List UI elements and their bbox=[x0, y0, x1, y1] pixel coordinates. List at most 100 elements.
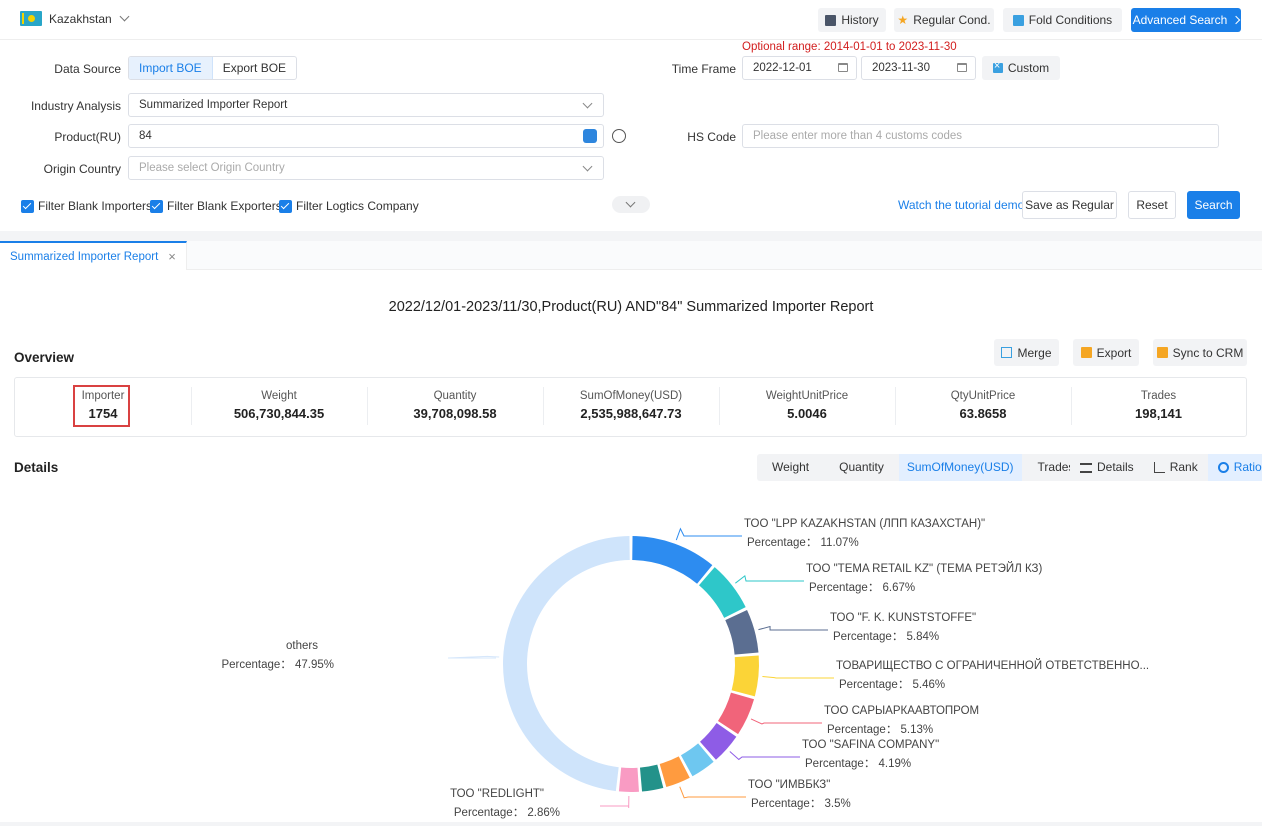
pie-slice[interactable] bbox=[618, 767, 639, 792]
slice-percentage-label: Percentage： 5.46% bbox=[839, 679, 945, 691]
overview-panel: Importer 1754 Weight 506,730,844.35 Quan… bbox=[14, 377, 1247, 437]
metric-value: 2,535,988,647.73 bbox=[580, 406, 682, 421]
label-leader-line bbox=[735, 574, 804, 584]
date-from-input[interactable]: 2022-12-01 bbox=[742, 56, 857, 80]
metric-value: 5.0046 bbox=[787, 406, 827, 421]
pie-slice[interactable] bbox=[680, 743, 714, 777]
calendar-icon bbox=[838, 63, 848, 72]
chevron-down-icon bbox=[119, 11, 130, 22]
export-label: Export bbox=[1096, 345, 1132, 360]
metric-value: 198,141 bbox=[1135, 406, 1182, 421]
bar-chart-icon bbox=[1153, 462, 1165, 473]
pie-slice[interactable] bbox=[700, 723, 737, 760]
metric-tab-sum-of-money[interactable]: SumOfMoney(USD) bbox=[898, 454, 1022, 481]
product-input[interactable]: 84 bbox=[128, 124, 604, 148]
product-value: 84 bbox=[139, 130, 152, 142]
pie-slice[interactable] bbox=[659, 756, 690, 788]
fold-icon bbox=[1012, 14, 1024, 26]
origin-country-select[interactable]: Please select Origin Country bbox=[128, 156, 604, 180]
label-leader-line bbox=[679, 786, 746, 799]
close-icon[interactable]: × bbox=[168, 249, 176, 264]
label-leader-line bbox=[729, 751, 800, 761]
view-tab-group: Details Rank Ratio bbox=[1070, 454, 1262, 481]
metric-weight: Weight 506,730,844.35 bbox=[191, 378, 367, 436]
regular-cond-button[interactable]: ★ Regular Cond. bbox=[894, 8, 994, 32]
metric-trades: Trades 198,141 bbox=[1071, 378, 1246, 436]
slice-percentage-label: Percentage： 11.07% bbox=[747, 537, 859, 549]
history-icon bbox=[825, 14, 837, 26]
save-as-regular-button[interactable]: Save as Regular bbox=[1022, 191, 1117, 219]
metric-tab-group: Weight Quantity SumOfMoney(USD) Trades bbox=[757, 454, 1091, 481]
view-tab-ratio[interactable]: Ratio bbox=[1207, 454, 1262, 481]
tutorial-link[interactable]: Watch the tutorial demo bbox=[898, 198, 1025, 212]
advanced-search-button[interactable]: Advanced Search bbox=[1131, 8, 1241, 32]
importer-highlight-box bbox=[73, 385, 130, 427]
history-label: History bbox=[841, 13, 879, 27]
metric-tab-trades[interactable]: Trades bbox=[1037, 460, 1075, 474]
export-button[interactable]: Export bbox=[1073, 339, 1139, 366]
section-divider bbox=[0, 231, 1262, 241]
industry-analysis-select[interactable]: Summarized Importer Report bbox=[128, 93, 604, 117]
reset-button[interactable]: Reset bbox=[1128, 191, 1176, 219]
date-from-value: 2022-12-01 bbox=[753, 62, 812, 74]
filter-blank-exporters-checkbox[interactable]: Filter Blank Exporters bbox=[150, 199, 282, 213]
pie-chart-icon bbox=[1217, 462, 1229, 473]
metric-label: Importer bbox=[81, 390, 125, 402]
metric-tab-weight[interactable]: Weight bbox=[772, 460, 810, 474]
pie-slice[interactable] bbox=[502, 536, 630, 792]
merge-button[interactable]: Merge bbox=[994, 339, 1059, 366]
slice-name-label: ТОО "TEMA RETAIL KZ" (ТЕМА РЕТЭЙЛ КЗ) bbox=[806, 562, 1042, 575]
checkbox-checked-icon bbox=[279, 199, 292, 213]
pie-slice[interactable] bbox=[699, 567, 746, 618]
advanced-search-label: Advanced Search bbox=[1132, 13, 1228, 27]
label-leader-line bbox=[758, 625, 828, 631]
custom-range-button[interactable]: Custom bbox=[982, 56, 1060, 80]
import-boe-option[interactable]: Import BOE bbox=[129, 57, 213, 79]
metric-qty-unit-price: QtyUnitPrice 63.8658 bbox=[895, 378, 1071, 436]
regular-cond-label: Regular Cond. bbox=[913, 13, 991, 27]
filter-logistics-company-checkbox[interactable]: Filter Logtics Company bbox=[279, 199, 419, 213]
chevron-down-icon bbox=[582, 98, 593, 109]
view-tab-label: Rank bbox=[1169, 460, 1198, 474]
country-label: Kazakhstan bbox=[49, 11, 112, 26]
export-boe-option[interactable]: Export BOE bbox=[222, 61, 287, 75]
tab-summarized-importer-report[interactable]: Summarized Importer Report × bbox=[0, 241, 187, 270]
view-tab-rank[interactable]: Rank bbox=[1144, 454, 1208, 481]
sync-icon bbox=[1156, 347, 1168, 358]
hs-code-input[interactable]: Please enter more than 4 customs codes bbox=[742, 124, 1219, 148]
metric-label: Weight bbox=[261, 390, 297, 402]
pie-slice[interactable] bbox=[632, 536, 713, 584]
options-icon[interactable] bbox=[612, 129, 626, 143]
history-button[interactable]: History bbox=[818, 8, 886, 32]
fold-conditions-button[interactable]: Fold Conditions bbox=[1003, 8, 1122, 32]
industry-analysis-label: Industry Analysis bbox=[30, 99, 121, 113]
product-label: Product(RU) bbox=[54, 130, 121, 144]
view-tab-details[interactable]: Details bbox=[1070, 454, 1144, 481]
label-leader-line bbox=[600, 795, 630, 808]
pie-slice[interactable] bbox=[717, 692, 755, 735]
slice-name-label: ТОО "F. K. KUNSTSTOFFE" bbox=[830, 612, 976, 624]
slice-percentage-label: Percentage： 47.95% bbox=[221, 659, 334, 671]
expand-filters-button[interactable] bbox=[612, 196, 650, 213]
report-title: 2022/12/01-2023/11/30,Product(RU) AND"84… bbox=[388, 299, 874, 315]
label-leader-line bbox=[762, 675, 834, 679]
slice-percentage-label: Percentage： 6.67% bbox=[809, 582, 915, 594]
sync-to-crm-button[interactable]: Sync to CRM bbox=[1153, 339, 1247, 366]
slice-percentage-label: Percentage： 2.86% bbox=[454, 807, 560, 819]
metric-label: WeightUnitPrice bbox=[765, 390, 849, 402]
sync-label: Sync to CRM bbox=[1172, 345, 1244, 360]
date-to-input[interactable]: 2023-11-30 bbox=[861, 56, 976, 80]
calendar-icon bbox=[957, 63, 967, 72]
pie-slice[interactable] bbox=[639, 764, 664, 792]
metric-tab-quantity[interactable]: Quantity bbox=[839, 460, 884, 474]
country-selector[interactable]: Kazakhstan bbox=[20, 11, 130, 26]
kazakhstan-flag-icon bbox=[20, 11, 42, 26]
search-button[interactable]: Search bbox=[1187, 191, 1240, 219]
filter-blank-importers-checkbox[interactable]: Filter Blank Importers bbox=[21, 199, 152, 213]
translate-icon[interactable] bbox=[583, 129, 597, 143]
pie-slice[interactable] bbox=[731, 655, 759, 697]
overview-heading: Overview bbox=[14, 350, 75, 365]
pie-slice[interactable] bbox=[725, 609, 759, 655]
label-leader-line bbox=[750, 718, 822, 725]
chevron-right-icon bbox=[1232, 15, 1241, 25]
